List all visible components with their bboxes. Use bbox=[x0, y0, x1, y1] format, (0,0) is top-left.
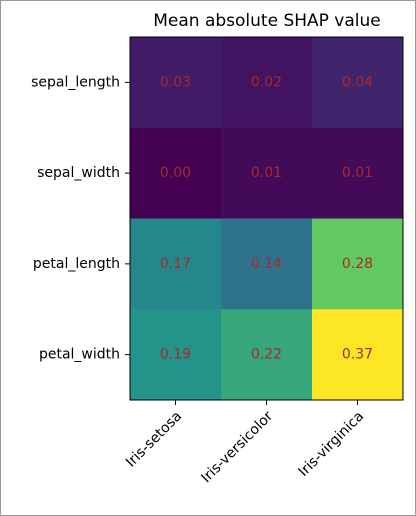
heatmap-cell bbox=[312, 37, 404, 129]
value-label: 0.28 bbox=[342, 256, 373, 272]
heatmap-cell bbox=[221, 309, 313, 401]
value-label: 0.17 bbox=[160, 256, 191, 272]
heatmap-cell bbox=[312, 127, 404, 219]
heatmap-cell bbox=[130, 37, 222, 129]
value-label: 0.14 bbox=[251, 256, 282, 272]
heatmap-cell bbox=[130, 309, 222, 401]
heatmap-cell bbox=[130, 218, 222, 310]
y-tick-label: sepal_length bbox=[31, 74, 120, 90]
heatmap-cell bbox=[130, 127, 222, 219]
value-label: 0.01 bbox=[251, 165, 282, 181]
value-label: 0.04 bbox=[342, 74, 373, 90]
heatmap-cell bbox=[221, 127, 313, 219]
y-tick-label: petal_length bbox=[33, 256, 120, 272]
value-label: 0.37 bbox=[342, 347, 373, 363]
chart-title: Mean absolute SHAP value bbox=[153, 11, 381, 31]
y-tick-label: petal_width bbox=[39, 347, 120, 363]
value-label: 0.00 bbox=[160, 165, 191, 181]
value-label: 0.02 bbox=[251, 74, 282, 90]
y-tick-label: sepal_width bbox=[37, 165, 120, 181]
heatmap-cell bbox=[312, 218, 404, 310]
value-label: 0.01 bbox=[342, 165, 373, 181]
value-label: 0.19 bbox=[160, 347, 191, 363]
value-label: 0.03 bbox=[160, 74, 191, 90]
heatmap-cell bbox=[221, 37, 313, 129]
heatmap-cell bbox=[312, 309, 404, 401]
heatmap-cell bbox=[221, 218, 313, 310]
value-label: 0.22 bbox=[251, 347, 282, 363]
